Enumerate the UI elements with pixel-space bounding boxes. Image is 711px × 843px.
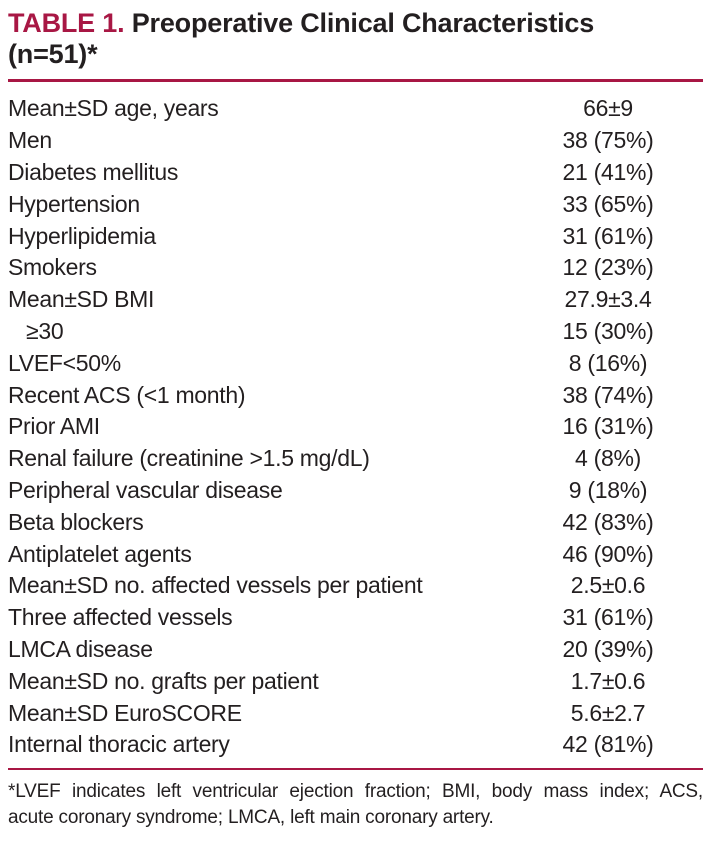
row-value: 21 (41%) <box>562 158 654 185</box>
table-row: Diabetes mellitus 21 (41%) <box>8 157 703 189</box>
table-row: Three affected vessels 31 (61%) <box>8 602 703 634</box>
row-value: 9 (18%) <box>568 476 648 503</box>
table-row: ≥30 15 (30%) <box>8 316 703 348</box>
row-label: Hyperlipidemia <box>8 222 156 249</box>
row-value: 42 (81%) <box>562 731 654 758</box>
row-label: Mean±SD no. grafts per patient <box>8 667 319 694</box>
row-value: 5.6±2.7 <box>570 699 646 726</box>
row-value: 38 (74%) <box>562 381 654 408</box>
bottom-rule <box>8 767 703 771</box>
row-value: 4 (8%) <box>575 445 641 472</box>
row-value: 2.5±0.6 <box>570 572 646 599</box>
row-label: Mean±SD age, years <box>8 95 219 122</box>
row-label: Diabetes mellitus <box>8 158 179 185</box>
table-row: LMCA disease 20 (39%) <box>8 634 703 666</box>
table-row: Beta blockers 42 (83%) <box>8 506 703 538</box>
footnote-line: *LVEF indicates left ventricular ejectio… <box>8 781 703 803</box>
table-row: Mean±SD no. grafts per patient 1.7±0.6 <box>8 665 703 697</box>
row-label: Beta blockers <box>8 508 144 535</box>
row-value: 16 (31%) <box>562 413 654 440</box>
row-value: 20 (39%) <box>562 635 654 662</box>
table-row: Mean±SD EuroSCORE 5.6±2.7 <box>8 697 703 729</box>
table-row: Mean±SD no. affected vessels per patient… <box>8 570 703 602</box>
row-value: 66±9 <box>583 95 633 122</box>
row-value: 15 (30%) <box>562 317 654 344</box>
row-label: Smokers <box>8 254 97 281</box>
table-footnote: *LVEF indicates left ventricular ejectio… <box>8 779 703 831</box>
table-row: Antiplatelet agents 46 (90%) <box>8 538 703 570</box>
table-row: Recent ACS (<1 month) 38 (74%) <box>8 379 703 411</box>
row-label: Hypertension <box>8 190 140 217</box>
row-label: Antiplatelet agents <box>8 540 192 567</box>
row-value: 31 (61%) <box>562 604 654 631</box>
row-label: Recent ACS (<1 month) <box>8 381 246 408</box>
table-title-text: Preoperative Clinical Characteristics <box>131 8 595 38</box>
table-row: Mean±SD BMI 27.9±3.4 <box>8 284 703 316</box>
row-value: 1.7±0.6 <box>570 667 646 694</box>
row-value: 38 (75%) <box>562 127 654 154</box>
row-value: 8 (16%) <box>568 349 648 376</box>
row-label: Men <box>8 127 52 154</box>
row-value: 12 (23%) <box>562 254 654 281</box>
table-row: Smokers 12 (23%) <box>8 252 703 284</box>
row-value: 31 (61%) <box>562 222 654 249</box>
table-row: Renal failure (creatinine >1.5 mg/dL) 4 (… <box>8 443 703 475</box>
table-title: TABLE 1. Preoperative Clinical Character… <box>8 8 703 70</box>
row-label: LMCA disease <box>8 635 153 662</box>
table-row: LVEF<50% 8 (16%) <box>8 347 703 379</box>
table-row: Men 38 (75%) <box>8 125 703 157</box>
row-value: 33 (65%) <box>562 190 654 217</box>
row-value: 46 (90%) <box>562 540 654 567</box>
row-label: Mean±SD BMI <box>8 286 155 313</box>
table-row: Prior AMI 16 (31%) <box>8 411 703 443</box>
row-label: Three affected vessels <box>8 604 233 631</box>
table-row: Internal thoracic artery 42 (81%) <box>8 729 703 761</box>
row-value: 27.9±3.4 <box>564 286 652 313</box>
table-number-label: TABLE 1. <box>8 8 125 38</box>
row-label: Internal thoracic artery <box>8 731 230 758</box>
table-row: Peripheral vascular disease 9 (18%) <box>8 475 703 507</box>
table-row: Mean±SD age, years 66±9 <box>8 93 703 125</box>
row-label: ≥30 <box>26 317 64 344</box>
row-label: Renal failure (creatinine >1.5 mg/dL) <box>8 445 370 472</box>
row-label: Peripheral vascular disease <box>8 476 283 503</box>
table-body: Mean±SD age, years 66±9 Men 38 (75%) Diabete… <box>8 93 703 761</box>
table-row: Hyperlipidemia 31 (61%) <box>8 220 703 252</box>
row-value: 42 (83%) <box>562 508 654 535</box>
footnote-line: acute coronary syndrome; LMCA, left main… <box>8 807 494 829</box>
table-title-sample-size: (n=51)* <box>8 39 98 69</box>
row-label: Mean±SD no. affected vessels per patient <box>8 572 423 599</box>
row-label: Prior AMI <box>8 413 100 440</box>
row-label: Mean±SD EuroSCORE <box>8 699 242 726</box>
row-label: LVEF<50% <box>8 349 121 376</box>
table-row: Hypertension 33 (65%) <box>8 188 703 220</box>
top-rule <box>8 79 703 82</box>
